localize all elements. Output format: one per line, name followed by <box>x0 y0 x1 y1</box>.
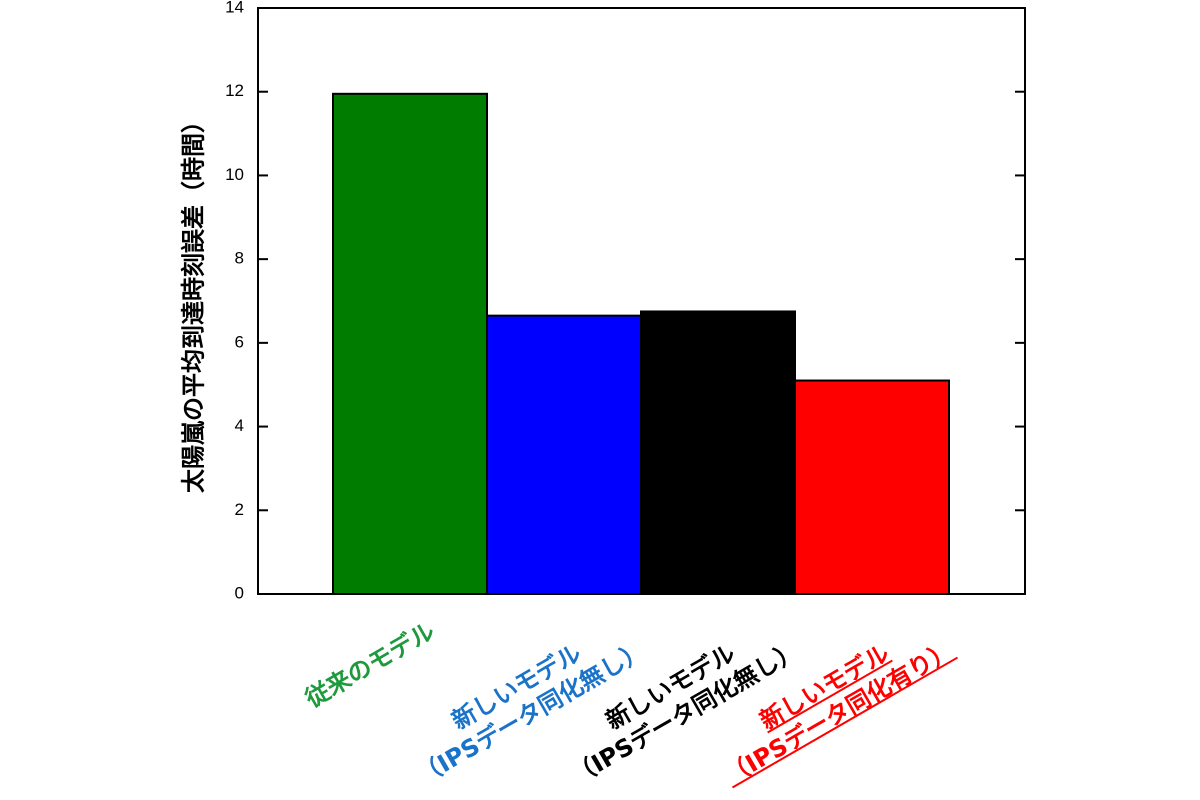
y-tick-label: 4 <box>235 416 244 435</box>
bar <box>332 92 488 596</box>
y-tick-label: 14 <box>225 0 244 16</box>
y-tick-label: 2 <box>235 500 244 519</box>
y-tick-label: 12 <box>225 81 244 100</box>
y-tick-label: 8 <box>235 249 244 268</box>
plot-frame <box>257 7 1026 595</box>
y-tick-label: 6 <box>235 332 244 351</box>
y-axis-label: 太陽嵐の平均到達時刻誤差（時間） <box>179 109 207 493</box>
y-tick-label: 0 <box>235 583 244 602</box>
y-tick-label: 10 <box>225 165 244 184</box>
bar <box>794 379 950 595</box>
bar <box>640 310 796 595</box>
bar <box>486 314 642 595</box>
